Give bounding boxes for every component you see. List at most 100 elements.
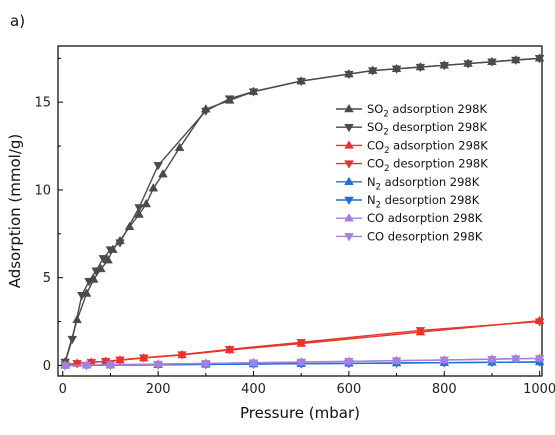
- series-1: [60, 55, 545, 368]
- data-point: [391, 65, 402, 74]
- data-point: [344, 70, 354, 80]
- x-tick-label: 0: [59, 382, 67, 397]
- data-point: [105, 246, 116, 255]
- legend-item: CO2 adsorption 298K: [336, 138, 488, 156]
- data-point: [158, 169, 168, 178]
- y-axis-ticks: 0 5 10 15: [34, 57, 63, 374]
- data-point: [115, 239, 125, 248]
- data-point: [296, 358, 306, 368]
- legend-label-rest: adsorption 298K: [390, 138, 489, 152]
- data-point: [367, 67, 378, 76]
- series-7: [60, 355, 545, 371]
- data-point: [134, 204, 144, 213]
- data-point: [344, 358, 354, 367]
- legend-item: CO desorption 298K: [336, 229, 483, 243]
- data-point: [134, 209, 144, 218]
- legend-marker: [344, 103, 354, 113]
- data-point: [148, 183, 159, 192]
- data-point: [201, 360, 211, 369]
- data-point: [91, 267, 101, 276]
- x-tick-label: 1000: [523, 382, 555, 397]
- data-point: [224, 95, 235, 104]
- legend-item: N2 adsorption 298K: [336, 175, 480, 193]
- data-point: [84, 277, 94, 287]
- x-axis-ticks: 0 200 400 600 800 1000: [59, 371, 555, 397]
- legend-marker: [344, 196, 354, 206]
- legend-label: CO desorption 298K: [367, 229, 483, 243]
- legend-label-subscript: 2: [383, 110, 388, 120]
- legend-label-rest: desorption 298K: [390, 157, 489, 171]
- data-point: [174, 142, 185, 152]
- data-point: [296, 77, 306, 87]
- data-point: [510, 56, 521, 66]
- legend-label-rest: desorption 298K: [389, 120, 488, 134]
- legend-label-main: N: [367, 193, 376, 207]
- data-point: [201, 107, 211, 117]
- data-point: [534, 55, 545, 64]
- legend-label: SO2 adsorption 298K: [367, 102, 487, 120]
- legend-label: N2 desorption 298K: [367, 193, 480, 211]
- data-point: [103, 255, 113, 264]
- legend-item: CO adsorption 298K: [336, 211, 483, 225]
- y-tick-label: 10: [34, 183, 51, 198]
- legend-label-rest: desorption 298K: [381, 193, 480, 207]
- data-point: [487, 58, 497, 67]
- data-point: [296, 339, 306, 348]
- legend-label-main: CO: [367, 229, 384, 243]
- data-point: [81, 361, 92, 371]
- y-tick-label: 0: [43, 359, 51, 374]
- legend-marker: [344, 233, 354, 242]
- data-point: [60, 362, 70, 371]
- data-point: [153, 162, 163, 171]
- data-point: [141, 198, 152, 208]
- data-point: [534, 318, 545, 327]
- legend-label-subscript: 2: [376, 182, 381, 192]
- legend-marker: [344, 176, 354, 186]
- data-point: [98, 255, 109, 264]
- data-point: [72, 360, 82, 369]
- legend-marker: [344, 213, 354, 222]
- legend-label: CO adsorption 298K: [367, 211, 483, 225]
- legend-label-subscript: 2: [384, 164, 389, 174]
- legend-marker: [344, 140, 354, 149]
- plot-frame: [57, 45, 543, 377]
- legend-label: N2 adsorption 298K: [367, 175, 480, 193]
- data-point: [463, 60, 473, 69]
- panel-label: a): [10, 12, 25, 30]
- y-tick-label: 15: [34, 96, 51, 111]
- x-axis-title: Pressure (mbar): [240, 404, 360, 422]
- data-point: [177, 351, 187, 360]
- legend-label-subscript: 2: [384, 146, 389, 156]
- data-point: [534, 355, 545, 364]
- data-point: [115, 356, 125, 365]
- x-tick-label: 600: [336, 382, 361, 397]
- data-point: [153, 360, 163, 370]
- x-tick-label: 200: [146, 382, 171, 397]
- legend-label-main: SO: [367, 102, 383, 116]
- legend-label-main: N: [367, 175, 376, 189]
- series-0: [60, 53, 545, 366]
- data-point: [415, 63, 426, 73]
- legend-item: N2 desorption 298K: [336, 193, 480, 211]
- y-axis-title: Adsorption (mmol/g): [6, 134, 24, 289]
- legend-item: CO2 desorption 298K: [336, 157, 488, 175]
- legend-label-rest: adsorption 298K: [389, 102, 488, 116]
- data-point: [248, 359, 259, 368]
- legend-item: SO2 adsorption 298K: [336, 102, 487, 120]
- legend-item: SO2 desorption 298K: [336, 120, 488, 138]
- legend-label-main: SO: [367, 120, 383, 134]
- legend-label-subscript: 2: [376, 201, 381, 211]
- data-point: [139, 354, 149, 363]
- data-point: [105, 361, 116, 370]
- legend-label-rest: adsorption 298K: [384, 211, 483, 225]
- legend-label-rest: adsorption 298K: [381, 175, 480, 189]
- legend-marker: [344, 123, 354, 133]
- legend-marker: [344, 160, 354, 169]
- data-point: [415, 327, 426, 336]
- data-point: [67, 335, 78, 345]
- x-tick-label: 800: [432, 382, 457, 397]
- data-point: [248, 88, 259, 97]
- legend-label: CO2 desorption 298K: [367, 157, 488, 175]
- data-point: [439, 62, 450, 71]
